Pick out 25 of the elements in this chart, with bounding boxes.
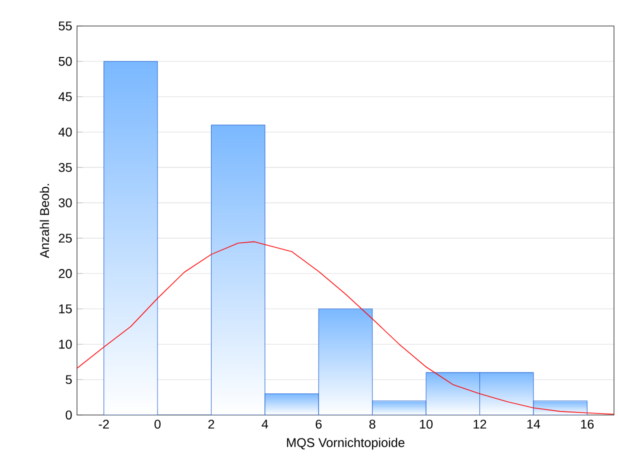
y-tick-label: 30 <box>58 198 72 208</box>
x-tick-label: 12 <box>474 420 486 429</box>
y-tick-label: 35 <box>58 162 72 172</box>
y-tick-label: 45 <box>58 92 72 102</box>
y-axis-title: Anzahl Beob. <box>40 184 50 258</box>
y-tick-label: 20 <box>58 269 72 278</box>
x-tick-label: 4 <box>262 420 268 428</box>
x-tick-label: 8 <box>369 420 376 429</box>
x-tick-label: 2 <box>208 420 214 429</box>
x-tick-label: 10 <box>420 420 433 429</box>
y-tick-label: 55 <box>58 22 72 30</box>
line-series <box>77 241 614 415</box>
x-tick-label: 16 <box>581 420 594 429</box>
y-tick-label: 0 <box>66 410 72 420</box>
y-tick-label: 5 <box>66 375 72 384</box>
x-tick-label: 6 <box>316 420 322 429</box>
x-axis-title: MQS Vornichtopioide <box>287 438 404 450</box>
y-tick-label: 50 <box>58 56 72 66</box>
x-tick-label: 14 <box>527 420 540 428</box>
y-tick-label: 40 <box>58 128 72 137</box>
x-tick-label: 0 <box>154 420 161 429</box>
y-tick-label: 15 <box>59 304 72 314</box>
y-tick-label: 10 <box>59 340 72 349</box>
y-tick-label: 25 <box>58 234 72 243</box>
x-tick-label: -2 <box>98 420 109 429</box>
